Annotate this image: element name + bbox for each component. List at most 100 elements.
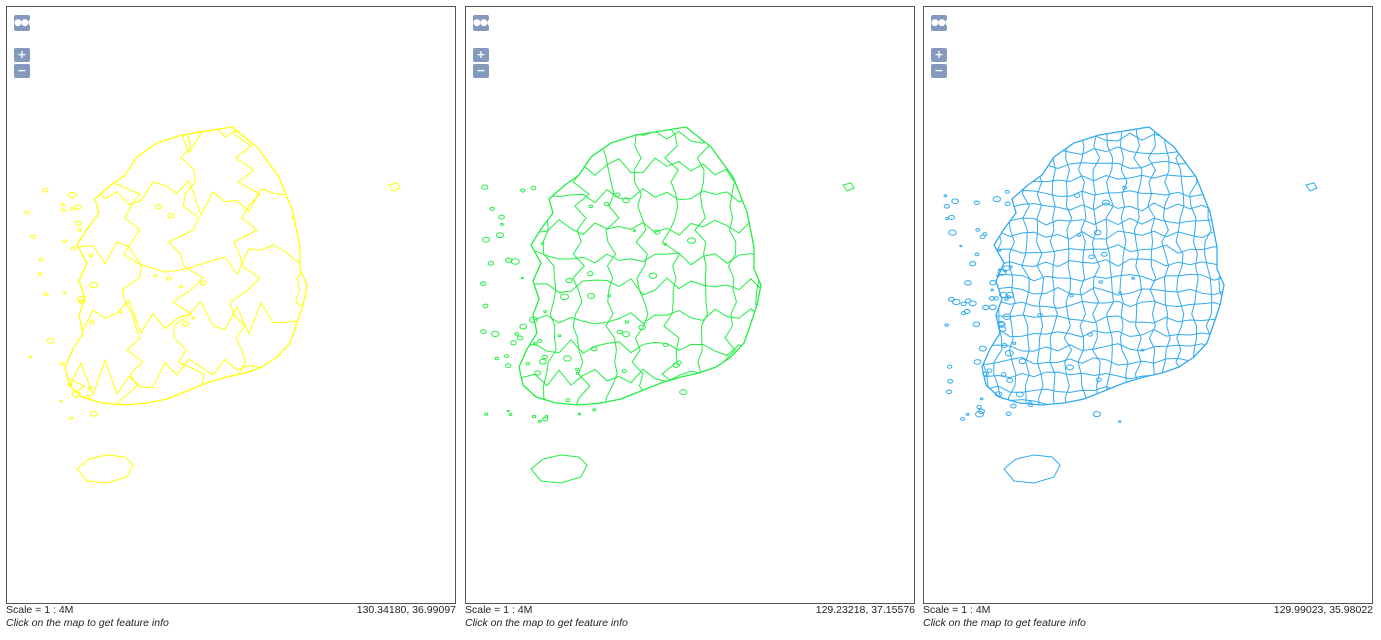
boundary-line (1105, 127, 1114, 405)
layer-menu-button[interactable]: ●●● (14, 15, 36, 31)
island (951, 198, 959, 205)
zoom-out-button[interactable]: − (931, 64, 947, 78)
island (46, 337, 55, 344)
boundary-line (993, 127, 1003, 405)
island (480, 281, 487, 287)
island (519, 323, 528, 330)
island (565, 398, 571, 403)
island (484, 412, 489, 416)
island (71, 391, 81, 398)
island (504, 354, 510, 359)
layer-menu-button[interactable]: ●●● (473, 15, 495, 31)
island (560, 293, 570, 301)
district-boundaries (480, 126, 855, 484)
island (999, 291, 1008, 299)
zoom-out-button[interactable]: − (473, 64, 489, 78)
boundary-line (519, 277, 761, 296)
island (586, 271, 594, 277)
map-canvas[interactable] (466, 7, 914, 603)
island (964, 280, 972, 286)
boundary-line (982, 230, 1224, 240)
island (540, 241, 545, 245)
island (88, 320, 95, 325)
island (969, 261, 977, 267)
island (165, 276, 172, 281)
island (520, 276, 524, 280)
island (1140, 348, 1145, 352)
boundary-line (982, 188, 1224, 198)
admin-boundaries (65, 127, 307, 405)
menu-dots-icon: ●●● (473, 18, 495, 28)
island (1005, 411, 1012, 416)
boundary-line (1133, 127, 1143, 405)
menu-dots-icon: ●●● (931, 18, 953, 28)
zoom-in-button[interactable]: + (473, 48, 489, 62)
ulleung-island (388, 182, 401, 192)
island (986, 368, 993, 373)
island (1122, 185, 1128, 190)
island (638, 324, 646, 331)
island (948, 214, 955, 220)
feature-info-hint: Click on the map to get feature info (923, 617, 1086, 629)
island (499, 222, 504, 226)
island (988, 304, 997, 311)
map-footer: Scale = 1 : 4M 130.34180, 36.99097 Click… (6, 604, 456, 634)
island (482, 303, 489, 309)
island (29, 355, 33, 358)
cursor-coordinates: 129.23218, 37.15576 (815, 604, 915, 616)
zoom-in-button[interactable]: + (931, 48, 947, 62)
island (964, 298, 972, 304)
ulleung-island (842, 182, 855, 192)
island (537, 338, 543, 343)
island (153, 274, 158, 278)
boundary-line (519, 338, 761, 356)
island (998, 326, 1007, 332)
map-viewport[interactable]: ●●● + − (6, 6, 456, 604)
island (979, 397, 984, 401)
island (69, 416, 74, 420)
island (989, 280, 997, 286)
zoom-in-button[interactable]: + (14, 48, 30, 62)
island (1002, 313, 1012, 320)
scale-text: Scale = 1 : 4M (465, 604, 533, 616)
island (592, 408, 597, 412)
island (998, 249, 1002, 252)
island (495, 232, 504, 239)
map-viewport[interactable]: ●●● + − (923, 6, 1373, 604)
island (38, 257, 44, 262)
island (68, 191, 77, 199)
zoom-out-button[interactable]: − (14, 64, 30, 78)
island (167, 213, 175, 219)
island (992, 196, 1001, 203)
island (947, 378, 954, 384)
island (505, 257, 513, 264)
island (993, 296, 1000, 301)
island (528, 316, 538, 324)
island (1101, 199, 1111, 206)
boundary-line (519, 127, 530, 405)
boundary-line (982, 202, 1224, 212)
island (614, 192, 621, 198)
boundary-line (982, 174, 1224, 183)
island (1100, 251, 1108, 257)
map-viewport[interactable]: ●●● + − (465, 6, 915, 604)
island (199, 280, 207, 286)
island (1092, 411, 1101, 418)
layer-menu-button[interactable]: ●●● (931, 15, 953, 31)
boundary-line (65, 299, 307, 336)
island (976, 404, 982, 410)
province-boundaries (24, 126, 401, 484)
jeju-island (1003, 454, 1061, 484)
island (996, 274, 1000, 278)
map-canvas[interactable] (7, 7, 455, 603)
island (59, 202, 65, 207)
boundary-line (65, 179, 307, 217)
island (505, 363, 512, 369)
map-canvas[interactable] (924, 7, 1372, 603)
island (974, 252, 980, 257)
island (997, 320, 1005, 327)
boundary-line (982, 300, 1224, 310)
boundary-line (65, 127, 307, 154)
boundary-line (109, 127, 144, 405)
island (1028, 402, 1034, 408)
